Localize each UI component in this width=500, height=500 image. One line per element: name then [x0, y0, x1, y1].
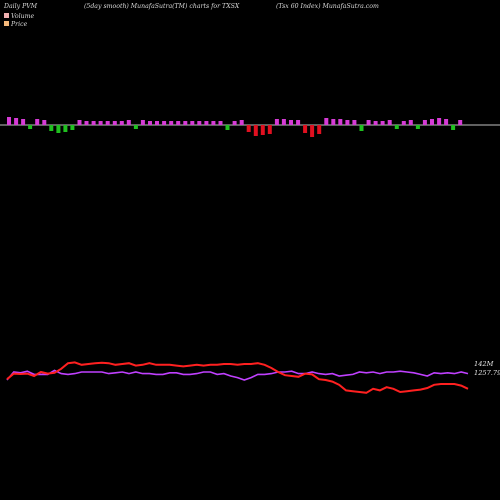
bar [98, 121, 103, 125]
bar [345, 120, 350, 125]
legend-price-swatch [4, 21, 9, 26]
bar [338, 119, 343, 125]
bar [119, 121, 124, 125]
bar [204, 121, 209, 125]
legend-volume-swatch [4, 13, 9, 18]
bar [422, 120, 427, 125]
bar [232, 121, 237, 125]
bar [225, 125, 230, 130]
bar [451, 125, 456, 130]
bar [105, 121, 110, 125]
bar [437, 118, 442, 125]
bar [366, 120, 371, 125]
price-line [6, 361, 469, 394]
volume-value-label: 142M [474, 360, 494, 368]
bar [63, 125, 68, 132]
legend-volume-label: Volume [11, 13, 34, 20]
bar [56, 125, 61, 133]
bar [155, 121, 159, 125]
bar [140, 120, 145, 125]
bar [126, 120, 131, 125]
bar [394, 125, 399, 129]
bar [289, 120, 293, 125]
bar [246, 125, 251, 132]
bar [458, 120, 463, 125]
bar [303, 125, 308, 133]
bar [35, 119, 40, 125]
bar [77, 120, 82, 125]
bar [324, 118, 329, 125]
volume-line [6, 369, 469, 381]
bar [359, 125, 364, 131]
bar [281, 119, 286, 125]
bar [331, 119, 336, 125]
bar [380, 121, 385, 125]
bar [267, 125, 272, 134]
bar [253, 125, 258, 136]
bar [239, 120, 244, 125]
bar [91, 121, 96, 125]
bar [176, 121, 181, 125]
bar [169, 121, 174, 125]
bar [444, 119, 449, 125]
header-middle: (5day smooth) MunafaSutra(TM) charts for… [84, 3, 240, 10]
bar-series [7, 117, 463, 137]
bar [310, 125, 315, 137]
bar [183, 121, 188, 125]
legend-price-label: Price [10, 21, 28, 28]
bar [373, 121, 378, 125]
bar [42, 120, 47, 125]
bar [190, 121, 195, 125]
bar [415, 125, 420, 129]
bar [260, 125, 265, 135]
bar [211, 121, 216, 125]
bar [317, 125, 322, 134]
bar [21, 119, 26, 125]
bar [218, 121, 223, 125]
price-value-label: 1257.79 [474, 369, 500, 377]
bar [84, 121, 89, 125]
bar [133, 125, 138, 129]
bar [162, 121, 167, 125]
bar [197, 121, 202, 125]
bar [430, 119, 434, 125]
header-left: Daily PVM [3, 3, 38, 10]
bar [112, 121, 117, 125]
bar [28, 125, 33, 129]
bar [274, 119, 279, 125]
bar [401, 121, 406, 125]
bar [148, 121, 152, 125]
bar [70, 125, 75, 130]
bar [387, 120, 392, 125]
bar [296, 120, 301, 125]
bar [14, 118, 19, 125]
bar [49, 125, 54, 131]
bar [7, 117, 11, 125]
bar [408, 120, 413, 125]
bar [352, 120, 357, 125]
header-right: (Tsx 60 Index) MunafaSutra.com [276, 3, 379, 10]
